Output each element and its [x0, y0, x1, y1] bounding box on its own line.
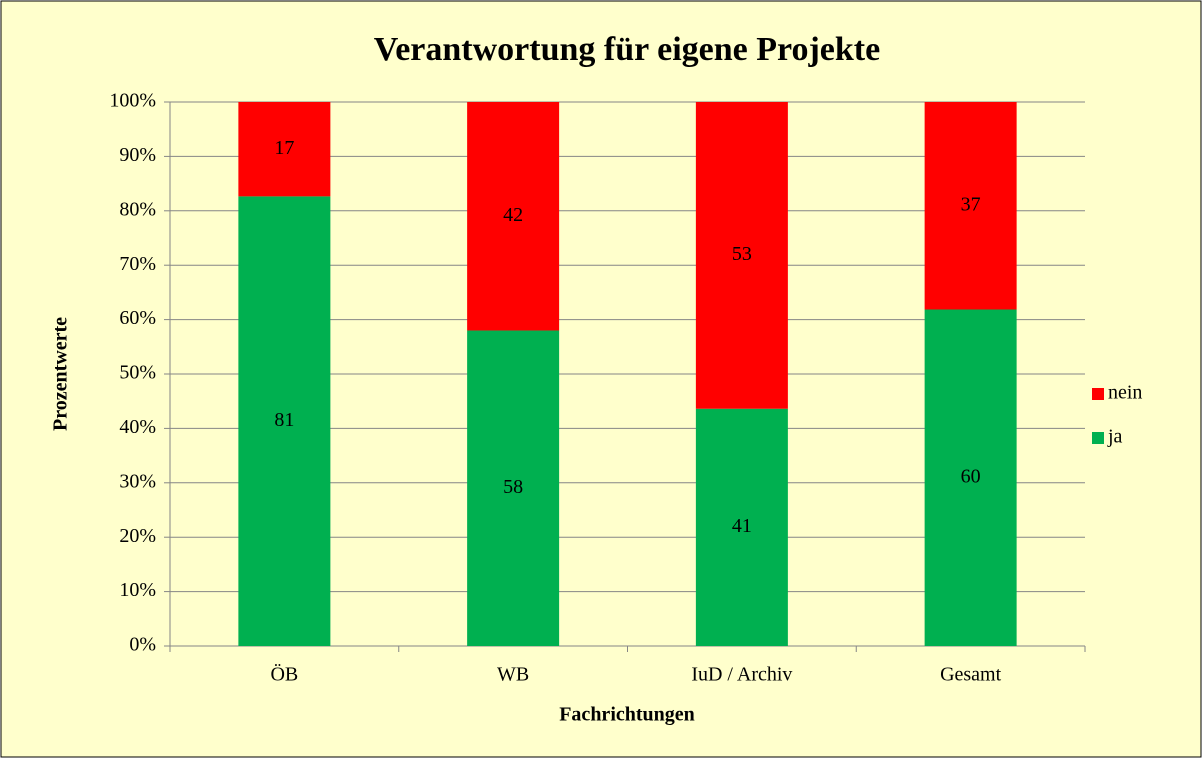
bar-segment — [924, 102, 1017, 310]
x-tick-label: WB — [497, 664, 529, 686]
y-tick-label: 80% — [119, 198, 156, 220]
data-label: 41 — [732, 515, 752, 537]
y-tick-label: 20% — [119, 525, 156, 547]
x-axis-label: Fachrichtungen — [559, 704, 695, 726]
bar-segment — [238, 196, 331, 646]
y-tick-label: 30% — [119, 470, 156, 492]
bar-segment — [238, 102, 331, 197]
x-tick-label: Gesamt — [940, 664, 1002, 686]
y-tick-label: 50% — [119, 362, 156, 384]
data-label: 58 — [503, 476, 523, 498]
legend-label: nein — [1108, 382, 1142, 404]
legend-swatch — [1092, 432, 1104, 444]
data-label: 53 — [732, 243, 752, 265]
x-tick-label: ÖB — [270, 663, 298, 686]
data-label: 81 — [274, 409, 294, 431]
y-tick-label: 0% — [129, 634, 156, 656]
data-label: 60 — [961, 465, 981, 487]
y-axis-label: Prozentwerte — [50, 317, 72, 431]
y-tick-label: 40% — [119, 416, 156, 438]
data-label: 42 — [503, 204, 523, 226]
bar-segment — [467, 330, 560, 646]
bar-segment — [695, 102, 788, 409]
chart-title: Verantwortung für eigene Projekte — [374, 31, 880, 68]
y-tick-label: 70% — [119, 253, 156, 275]
y-tick-label: 100% — [109, 90, 156, 112]
y-tick-label: 90% — [119, 144, 156, 166]
bar-segment — [467, 102, 560, 331]
data-label: 37 — [961, 193, 981, 215]
legend-label: ja — [1107, 426, 1123, 448]
y-tick-label: 10% — [119, 579, 156, 601]
data-label: 17 — [274, 137, 294, 159]
x-tick-label: IuD / Archiv — [691, 664, 792, 686]
y-tick-label: 60% — [119, 307, 156, 329]
bar-segment — [695, 408, 788, 646]
bar-segment — [924, 309, 1017, 646]
legend-swatch — [1092, 388, 1104, 400]
